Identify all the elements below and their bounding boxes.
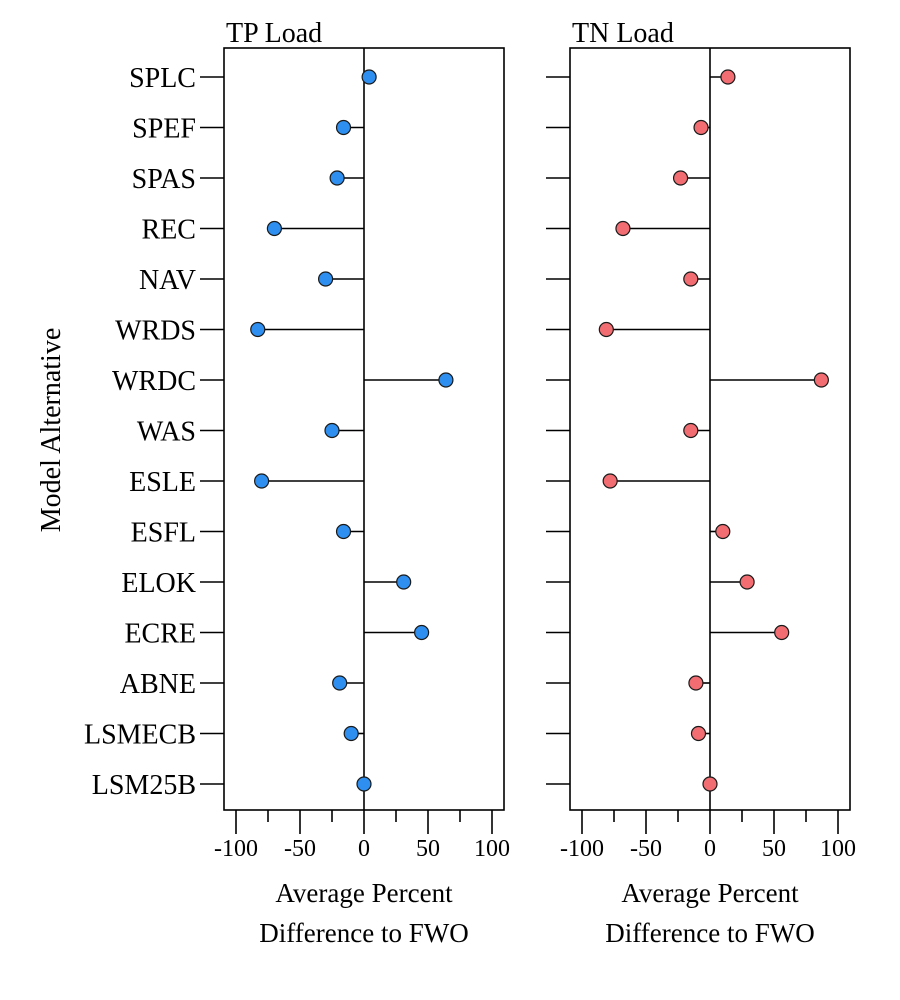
category-label: SPEF xyxy=(132,114,196,145)
data-point xyxy=(672,170,689,186)
x-axis-title-line: Average Percent xyxy=(275,878,453,908)
data-point xyxy=(715,523,731,540)
x-tick-label: -100 xyxy=(214,836,258,862)
data-point xyxy=(702,776,718,792)
data-point xyxy=(813,372,829,388)
panel-title: TN Load xyxy=(572,18,674,49)
data-point xyxy=(774,624,790,641)
category-label: SPAS xyxy=(132,164,196,195)
x-tick-label: 100 xyxy=(820,836,856,862)
category-label: LSM25B xyxy=(92,770,196,801)
panel-tp-load: TP Load SPLC SPEF SPAS REC NAV WRDS WRDC WAS ESLE… xyxy=(84,18,510,948)
x-axis-title-line: Difference to FWO xyxy=(605,918,814,948)
data-point xyxy=(335,119,352,136)
data-point xyxy=(356,776,372,792)
x-tick-label: 50 xyxy=(416,836,440,862)
data-point xyxy=(438,372,454,388)
data-point xyxy=(683,422,699,439)
x-tick-label: 100 xyxy=(474,836,510,862)
category-label: SPLC xyxy=(129,63,196,94)
x-axis-title-line: Difference to FWO xyxy=(259,918,468,948)
category-label: REC xyxy=(142,215,196,246)
data-point xyxy=(266,220,282,237)
data-point xyxy=(720,69,736,85)
data-point xyxy=(602,473,618,489)
category-label: ESFL xyxy=(131,518,196,549)
category-label: NAV xyxy=(139,265,196,296)
panel-title: TP Load xyxy=(226,18,322,49)
data-point xyxy=(332,675,348,691)
data-point xyxy=(318,271,334,287)
data-point xyxy=(693,119,709,136)
x-tick-label: 0 xyxy=(704,836,716,862)
data-point xyxy=(254,473,270,489)
data-point xyxy=(615,220,631,237)
panel-tn-load: TN Load -100 -50 0 50 100 Average Percent Diffe… xyxy=(546,18,856,948)
data-point xyxy=(250,321,266,338)
category-label: ESLE xyxy=(129,467,196,498)
data-point xyxy=(739,574,755,590)
data-point xyxy=(598,321,614,338)
data-point xyxy=(329,170,345,186)
data-point xyxy=(414,624,430,641)
category-label: ABNE xyxy=(120,669,196,700)
data-point xyxy=(396,574,412,590)
data-point xyxy=(335,523,352,540)
y-axis-title: Model Alternative xyxy=(36,328,67,533)
data-point xyxy=(343,725,359,742)
data-point xyxy=(688,675,704,691)
data-point xyxy=(324,422,340,439)
category-label: WAS xyxy=(137,417,196,448)
x-tick-label: 50 xyxy=(762,836,786,862)
data-point xyxy=(683,271,699,287)
data-point xyxy=(690,725,707,742)
category-label: WRDS xyxy=(115,316,196,347)
x-tick-label: -50 xyxy=(630,836,662,862)
x-tick-label: -50 xyxy=(284,836,316,862)
category-label: WRDC xyxy=(112,366,196,397)
x-tick-label: -100 xyxy=(560,836,604,862)
data-point xyxy=(361,69,377,85)
category-label: ECRE xyxy=(124,619,196,650)
category-label: ELOK xyxy=(121,568,196,599)
x-axis-title-line: Average Percent xyxy=(621,878,799,908)
x-tick-label: 0 xyxy=(358,836,370,862)
category-label: LSMECB xyxy=(84,720,196,751)
